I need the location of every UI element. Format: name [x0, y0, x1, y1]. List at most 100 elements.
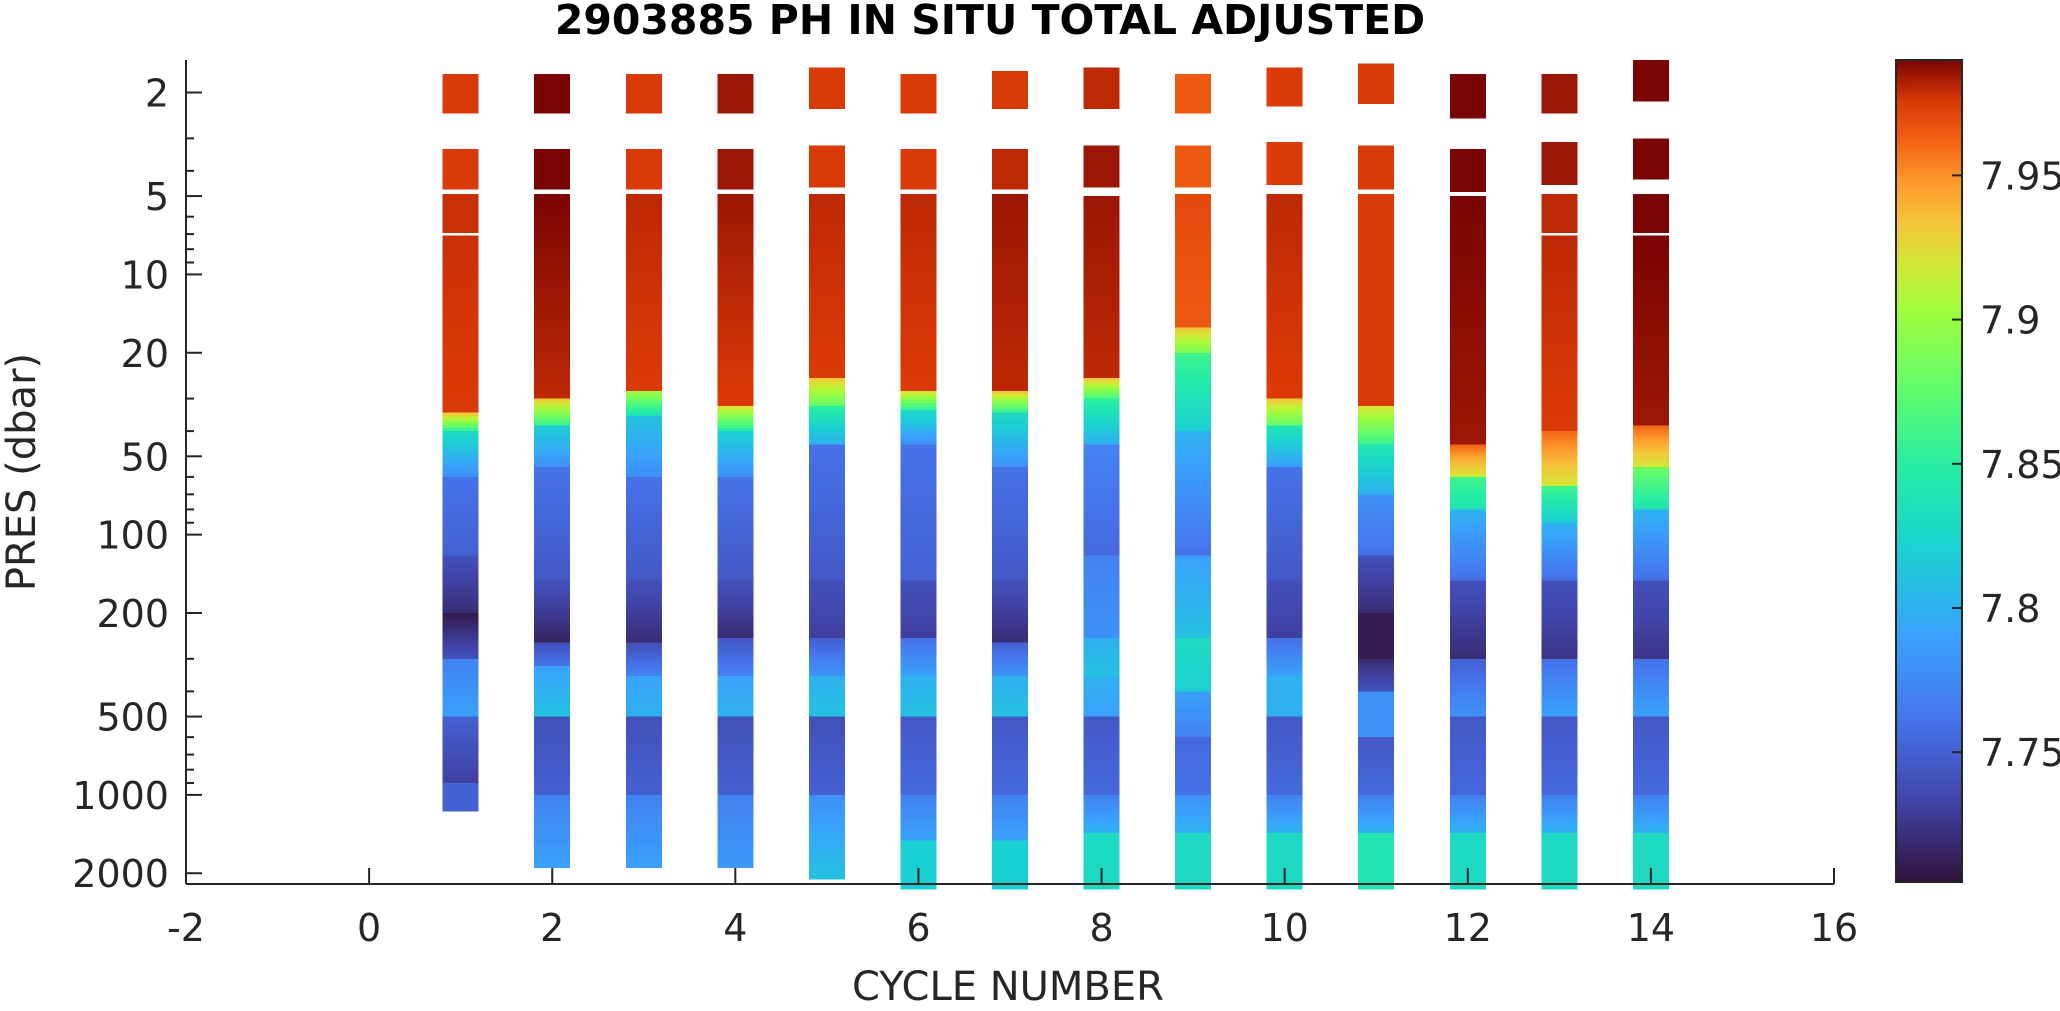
profile-cell: [625, 283, 662, 287]
profile-cell: [992, 328, 1028, 332]
profile-cell: [1541, 443, 1578, 447]
profile-cell: [1449, 589, 1486, 594]
profile-cell: [1175, 148, 1212, 153]
profile-cell: [1175, 358, 1212, 363]
profile-cell: [1632, 539, 1669, 543]
profile-cell: [534, 523, 571, 528]
profile-cell: [1175, 394, 1212, 399]
profile-cell: [1358, 435, 1395, 440]
profile-cell: [1358, 196, 1395, 201]
profile-cell: [534, 589, 571, 593]
profile-cell: [625, 645, 662, 650]
profile-cell: [1632, 241, 1669, 246]
profile-cell: [992, 476, 1028, 480]
profile-cell: [1266, 145, 1303, 149]
profile-cell: [1632, 289, 1669, 294]
profile-cell: [808, 302, 845, 307]
profile-cell: [717, 217, 754, 222]
profile-cell: [625, 244, 662, 249]
profile-cell: [992, 357, 1028, 362]
profile-cell: [1541, 507, 1578, 512]
profile-cell: [808, 429, 845, 434]
profile-cell: [1449, 176, 1486, 180]
profile-cell: [625, 701, 662, 705]
profile-cell: [1449, 719, 1486, 724]
profile-cell: [1083, 336, 1120, 340]
profile-cell: [717, 244, 754, 249]
profile-cell: [1266, 244, 1303, 249]
profile-cell: [808, 652, 845, 657]
profile-cell: [717, 328, 754, 332]
profile-cell: [1083, 148, 1120, 153]
profile-cell: [1541, 208, 1578, 213]
profile-cell: [534, 707, 571, 712]
profile-cell: [1449, 613, 1486, 618]
profile-cell: [1175, 318, 1212, 323]
profile-cell: [1541, 794, 1578, 799]
profile-cell: [1632, 862, 1669, 866]
profile-cell: [1541, 773, 1578, 778]
profile-cell: [1632, 173, 1669, 177]
profile-cell: [625, 512, 662, 516]
profile-cell: [1083, 605, 1120, 610]
profile-cell: [1449, 577, 1486, 582]
profile-cell: [717, 205, 754, 210]
profile-cell: [1083, 348, 1120, 352]
profile-cell: [1175, 315, 1212, 320]
profile-cell: [1632, 347, 1669, 351]
profile-cell: [808, 791, 845, 796]
profile-cell: [625, 485, 662, 490]
profile-cell: [1632, 365, 1669, 369]
profile-cell: [717, 813, 754, 817]
profile-cell: [1632, 268, 1669, 273]
profile-cell: [1632, 746, 1669, 751]
x-tick-label: 12: [1444, 906, 1492, 950]
profile-cell: [808, 172, 845, 176]
profile-cell: [1083, 270, 1120, 275]
profile-cell: [1266, 320, 1303, 324]
profile-cell: [1449, 622, 1486, 627]
profile-cell: [625, 77, 662, 81]
profile-cell: [1541, 286, 1578, 291]
profile-cell: [1449, 743, 1486, 748]
profile-cell: [808, 507, 845, 512]
profile-cell: [534, 353, 571, 358]
profile-cell: [534, 813, 571, 817]
profile-cell: [1541, 196, 1578, 201]
profile-cell: [1175, 647, 1212, 651]
profile-cell: [1175, 446, 1212, 450]
profile-cell: [808, 390, 845, 395]
profile-cell: [442, 585, 479, 590]
profile-cell: [1083, 614, 1120, 619]
profile-cell: [1449, 276, 1486, 281]
profile-cell: [808, 492, 845, 497]
profile-cell: [717, 713, 754, 718]
profile-cell: [625, 89, 662, 93]
profile-cell: [1358, 643, 1395, 648]
profile-cell: [534, 556, 571, 561]
profile-cell: [1449, 832, 1486, 837]
profile-cell: [1632, 277, 1669, 282]
profile-cell: [1541, 223, 1578, 228]
profile-cell: [1266, 541, 1303, 546]
profile-cell: [625, 428, 662, 432]
profile-cell: [442, 101, 479, 105]
profile-cell: [534, 713, 571, 718]
profile-cell: [1632, 692, 1669, 696]
profile-cell: [1358, 241, 1395, 246]
profile-cell: [900, 462, 937, 467]
profile-cell: [1358, 794, 1395, 799]
profile-cell: [717, 825, 754, 829]
profile-cell: [1632, 377, 1669, 381]
profile-cell: [992, 828, 1028, 833]
profile-cell: [900, 688, 937, 693]
profile-cell: [808, 550, 845, 554]
profile-cell: [625, 571, 662, 576]
profile-cell: [717, 644, 754, 648]
profile-cell: [625, 767, 662, 772]
profile-cell: [1541, 367, 1578, 372]
profile-cell: [1358, 405, 1395, 410]
profile-cell: [1358, 509, 1395, 514]
profile-cell: [1083, 746, 1120, 751]
profile-cell: [1632, 604, 1669, 609]
